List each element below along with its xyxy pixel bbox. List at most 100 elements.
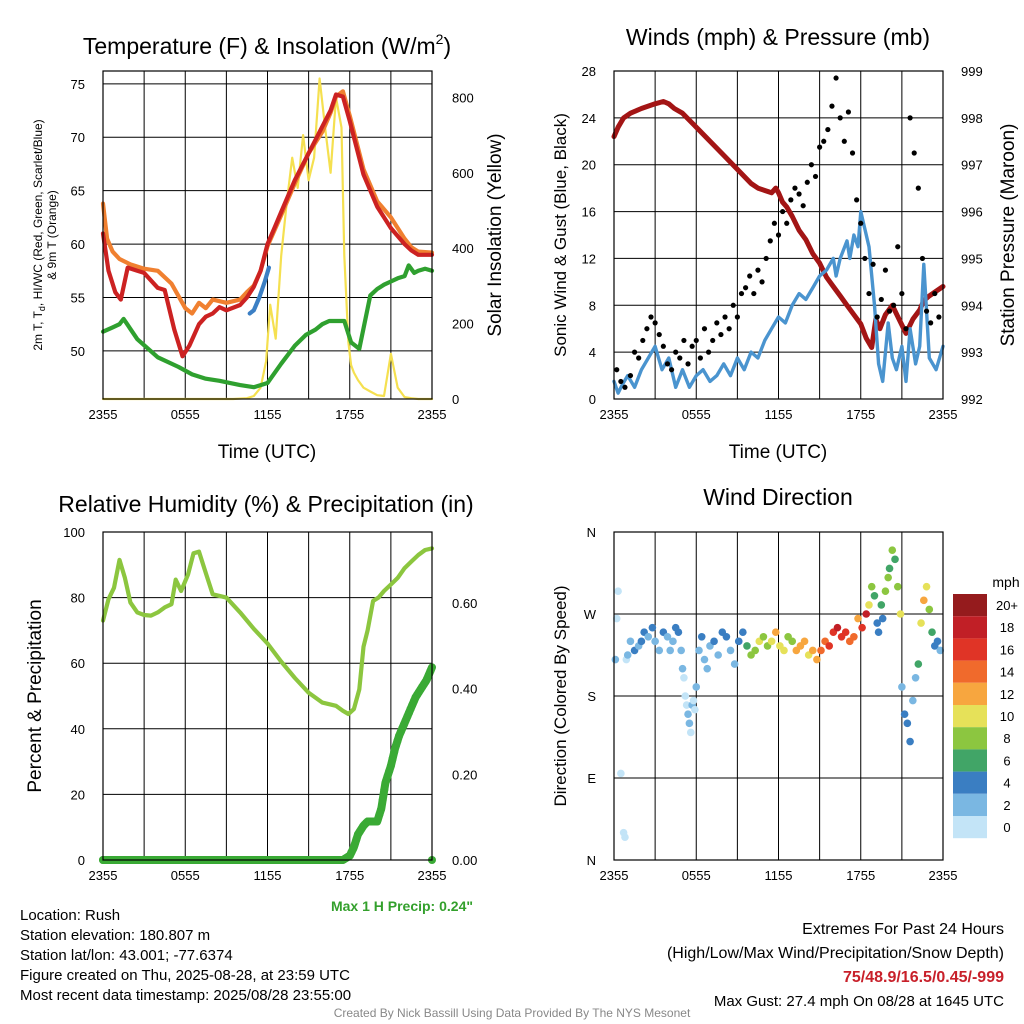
direction-point bbox=[617, 769, 625, 778]
precip-point bbox=[386, 761, 395, 770]
winds-ytick-left: 16 bbox=[582, 205, 596, 220]
direction-point bbox=[891, 555, 899, 564]
gust-point bbox=[792, 185, 798, 191]
gust-point bbox=[817, 144, 823, 150]
rh-xtick: 2355 bbox=[89, 868, 118, 883]
gust-point bbox=[775, 232, 782, 238]
temp-ytick-left: 55 bbox=[71, 291, 85, 306]
direction-point bbox=[678, 664, 687, 673]
direction-point bbox=[888, 546, 897, 555]
rh-ytick-right: 0.20 bbox=[452, 767, 477, 782]
direction-point bbox=[722, 632, 731, 641]
gust-point bbox=[858, 220, 864, 226]
gust-point bbox=[804, 179, 810, 185]
direction-point bbox=[920, 596, 928, 605]
gust-point bbox=[821, 138, 827, 144]
winds-series-pressure bbox=[611, 99, 946, 350]
direction-point bbox=[612, 614, 621, 623]
direction-point bbox=[780, 646, 788, 655]
direction-point bbox=[674, 628, 683, 637]
max-precip-note: Max 1 H Precip: 0.24" bbox=[331, 898, 473, 914]
gust-point bbox=[878, 296, 884, 303]
direction-point bbox=[685, 719, 694, 728]
rh-ytick-left: 80 bbox=[71, 591, 85, 606]
winds-ytick-right: 996 bbox=[961, 205, 983, 220]
rh-ytick-right: 0.40 bbox=[452, 682, 477, 697]
direction-point bbox=[734, 637, 743, 646]
dir-xtick: 1755 bbox=[846, 868, 875, 883]
rh-ytick-left: 40 bbox=[71, 722, 85, 737]
gust-point bbox=[714, 320, 720, 326]
gust-point bbox=[644, 326, 650, 332]
gust-point bbox=[882, 267, 889, 273]
gust-point bbox=[693, 337, 699, 344]
colorbar-title: mph bbox=[992, 574, 1019, 590]
extremes-heading: Extremes For Past 24 Hours bbox=[802, 921, 1004, 938]
winds-ytick-right: 997 bbox=[961, 158, 983, 173]
rh-plot-frame bbox=[102, 531, 433, 861]
temp-xtick: 1755 bbox=[335, 407, 364, 422]
temp-xtick: 2355 bbox=[89, 407, 118, 422]
dir-ytick-left: E bbox=[587, 771, 596, 786]
winds-series-wind bbox=[612, 209, 945, 395]
gust-point bbox=[726, 326, 732, 332]
direction-point bbox=[850, 632, 858, 641]
temp-ytick-right: 600 bbox=[452, 166, 474, 181]
gust-point bbox=[668, 367, 675, 373]
direction-point bbox=[808, 646, 817, 655]
colorbar-swatch bbox=[953, 771, 987, 794]
colorbar-swatch bbox=[953, 749, 987, 772]
gust-point bbox=[796, 191, 802, 197]
temp-ytick-left: 65 bbox=[71, 184, 85, 199]
humidity-title: Relative Humidity (%) & Precipitation (i… bbox=[58, 491, 473, 517]
colorbar-swatch bbox=[953, 793, 987, 816]
gust-point bbox=[919, 255, 926, 262]
direction-point bbox=[689, 696, 698, 705]
direction-point bbox=[906, 737, 914, 746]
winds-ytick-left: 20 bbox=[582, 158, 596, 173]
direction-point bbox=[644, 632, 653, 641]
gust-point bbox=[763, 255, 769, 262]
colorbar-swatch bbox=[953, 616, 987, 639]
direction-point bbox=[858, 623, 866, 632]
winds-ytick-left: 12 bbox=[582, 251, 596, 266]
direction-title: Wind Direction bbox=[703, 484, 853, 510]
gust-point bbox=[923, 308, 930, 314]
gust-point bbox=[812, 173, 819, 180]
direction-point bbox=[637, 637, 646, 646]
direction-panel: Wind Direction Direction (Colored By Spe… bbox=[551, 484, 1020, 883]
gust-point bbox=[705, 349, 712, 355]
winds-ytick-right: 998 bbox=[961, 111, 983, 126]
gust-point bbox=[891, 302, 897, 308]
humidity-panel: Relative Humidity (%) & Precipitation (i… bbox=[25, 491, 477, 914]
temp-xtick: 2355 bbox=[418, 407, 447, 422]
gust-point bbox=[664, 361, 671, 367]
temp-ytick-right: 0 bbox=[452, 392, 459, 407]
gust-point bbox=[936, 314, 942, 320]
direction-point bbox=[700, 655, 709, 664]
colorbar-label: 0 bbox=[1003, 820, 1010, 835]
rh-xtick: 2355 bbox=[418, 868, 447, 883]
temperature-xlabel: Time (UTC) bbox=[218, 442, 317, 463]
dir-xtick: 2355 bbox=[929, 868, 958, 883]
created-text: Figure created on Thu, 2025-08-28, at 23… bbox=[20, 967, 350, 984]
direction-point bbox=[767, 637, 776, 646]
max-gust-text: Max Gust: 27.4 mph On 08/28 at 1645 UTC bbox=[713, 993, 1004, 1010]
direction-point bbox=[881, 587, 890, 596]
gust-point bbox=[767, 238, 773, 244]
gust-point bbox=[622, 384, 628, 390]
colorbar-label: 12 bbox=[1000, 687, 1014, 702]
winds-ytick-right: 992 bbox=[961, 392, 983, 407]
colorbar-swatch bbox=[953, 594, 987, 617]
gust-point bbox=[673, 349, 679, 355]
direction-point bbox=[663, 632, 672, 641]
direction-point bbox=[714, 651, 722, 659]
gust-point bbox=[722, 314, 728, 320]
dir-xtick: 1155 bbox=[765, 868, 793, 883]
direction-point bbox=[914, 660, 923, 668]
gust-point bbox=[660, 343, 666, 349]
gust-point bbox=[907, 115, 913, 121]
direction-point bbox=[614, 587, 622, 596]
direction-point bbox=[841, 628, 850, 637]
